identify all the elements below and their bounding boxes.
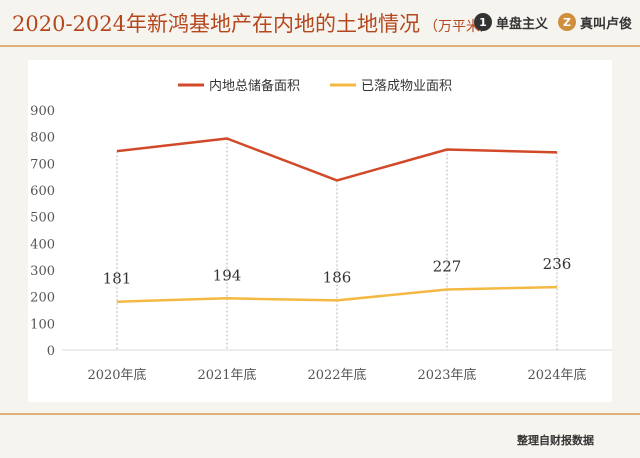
y-tick-label: 400	[30, 237, 55, 252]
data-label: 236	[543, 255, 572, 273]
x-tick-label: 2021年底	[197, 367, 256, 383]
data-label: 227	[433, 257, 462, 275]
x-tick-label: 2024年底	[527, 367, 586, 383]
title-text: 2020-2024年新鸿基地产在内地的土地情况	[12, 12, 420, 36]
chart-panel	[28, 60, 612, 402]
footer-divider	[0, 413, 640, 415]
brand-one-icon: 1	[474, 13, 492, 31]
x-tick-label: 2020年底	[87, 367, 146, 383]
brand-z-icon: Z	[558, 13, 576, 31]
legend-label-2: 已落成物业面积	[361, 79, 452, 94]
series-line-1	[116, 137, 558, 182]
header: 2020-2024年新鸿基地产在内地的土地情况 （万平米） 1 单盘主义 Z 真叫…	[0, 0, 640, 44]
y-tick-label: 900	[30, 104, 55, 119]
y-tick-label: 800	[30, 131, 55, 146]
y-tick-label: 0	[47, 344, 55, 359]
data-label: 181	[103, 270, 132, 288]
y-tick-label: 200	[30, 291, 55, 306]
y-tick-label: 300	[30, 264, 55, 279]
source-note: 整理自财报数据	[517, 434, 594, 447]
series-line-2	[116, 285, 558, 303]
data-label: 194	[213, 266, 242, 284]
brand-danpanzhuyi: 1 单盘主义	[474, 12, 548, 32]
y-tick-label: 600	[30, 184, 55, 199]
y-tick-label: 500	[30, 211, 55, 226]
y-tick-label: 700	[30, 157, 55, 172]
chart-title: 2020-2024年新鸿基地产在内地的土地情况 （万平米）	[12, 8, 494, 38]
brand-name: 真叫卢俊	[580, 16, 633, 32]
x-tick-label: 2022年底	[307, 367, 366, 383]
brand-name: 单盘主义	[496, 16, 549, 32]
legend-label-1: 内地总储备面积	[209, 78, 300, 94]
x-tick-label: 2023年底	[417, 367, 476, 383]
y-tick-label: 100	[30, 317, 55, 332]
data-label: 186	[323, 268, 352, 286]
brand-zhenjiaolujun: Z 真叫卢俊	[558, 12, 632, 32]
header-divider	[0, 45, 640, 47]
